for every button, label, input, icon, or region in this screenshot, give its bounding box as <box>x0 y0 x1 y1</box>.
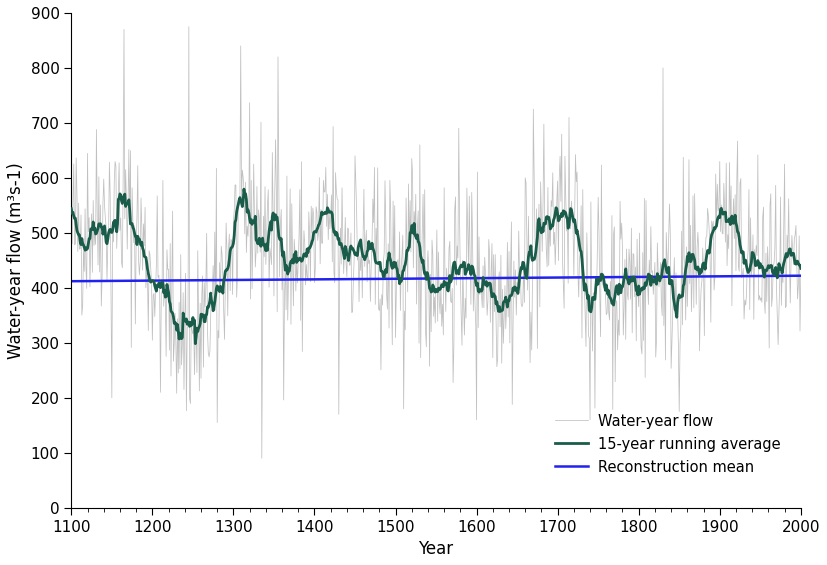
X-axis label: Year: Year <box>418 540 454 558</box>
Reconstruction mean <box>196 277 206 284</box>
Water-year flow <box>184 23 194 30</box>
15-year running average <box>239 186 249 193</box>
Water-year flow <box>796 273 805 280</box>
Reconstruction mean <box>614 273 624 280</box>
15-year running average <box>190 340 200 347</box>
15-year running average <box>616 289 626 296</box>
Y-axis label: Water-year flow (m³s-1): Water-year flow (m³s-1) <box>7 162 25 359</box>
15-year running average <box>796 265 805 272</box>
Line: Reconstruction mean: Reconstruction mean <box>71 276 801 281</box>
Water-year flow <box>313 237 323 244</box>
15-year running average <box>197 311 207 318</box>
15-year running average <box>426 289 436 295</box>
Reconstruction mean <box>66 278 76 285</box>
Water-year flow <box>257 455 267 462</box>
Water-year flow <box>197 291 207 298</box>
15-year running average <box>552 211 562 218</box>
Reconstruction mean <box>796 272 805 279</box>
15-year running average <box>66 205 76 212</box>
Reconstruction mean <box>424 275 434 282</box>
Line: Water-year flow: Water-year flow <box>71 27 801 458</box>
Water-year flow <box>66 212 76 219</box>
Reconstruction mean <box>311 276 321 282</box>
15-year running average <box>313 224 323 231</box>
Reconstruction mean <box>551 274 561 281</box>
Water-year flow <box>552 177 562 184</box>
Legend: Water-year flow, 15-year running average, Reconstruction mean: Water-year flow, 15-year running average… <box>550 408 786 481</box>
Line: 15-year running average: 15-year running average <box>71 189 801 344</box>
Reconstruction mean <box>162 277 172 284</box>
15-year running average <box>162 281 172 288</box>
Water-year flow <box>162 246 172 253</box>
Water-year flow <box>426 328 436 335</box>
Water-year flow <box>616 236 626 242</box>
